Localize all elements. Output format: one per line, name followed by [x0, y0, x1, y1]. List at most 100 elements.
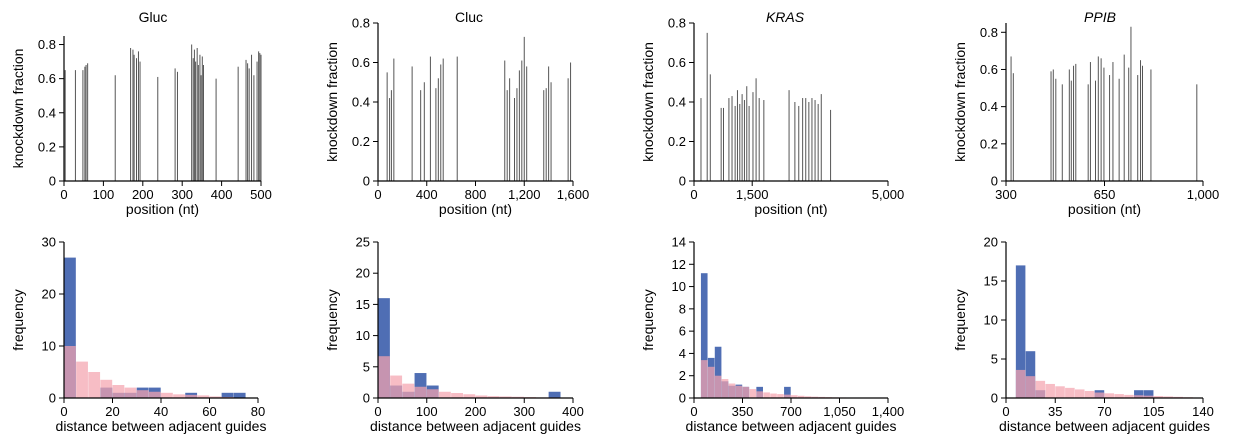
expected-bar [1055, 386, 1065, 398]
y-tick-label: 0.4 [38, 105, 56, 120]
x-tick-label: 100 [416, 404, 438, 419]
y-axis-label: knockdown fraction [10, 49, 26, 169]
y-tick-label: 10 [984, 313, 998, 328]
x-axis-label: position (nt) [1068, 201, 1141, 217]
expected-bar [1035, 380, 1046, 398]
y-tick-label: 0.4 [352, 95, 370, 110]
expected-bar [742, 386, 750, 398]
y-tick-label: 0.8 [38, 37, 56, 52]
y-tick-label: 15 [984, 274, 998, 289]
x-tick-label: 35 [1048, 404, 1062, 419]
x-tick-label: 140 [1192, 404, 1214, 419]
expected-bar [756, 391, 763, 398]
y-tick-label: 20 [984, 235, 998, 250]
chart-title: Cluc [455, 9, 483, 25]
expected-bar [475, 395, 488, 398]
expected-bar [512, 396, 524, 398]
y-tick-label: 0.2 [980, 136, 998, 151]
chart-title: KRAS [766, 9, 805, 25]
y-tick-label: 0.2 [38, 139, 56, 154]
observed-bar [714, 346, 722, 398]
x-tick-label: 70 [1097, 404, 1111, 419]
expected-bar [1084, 390, 1095, 398]
x-tick-label: 400 [416, 187, 438, 202]
observed-bar [221, 392, 234, 398]
y-tick-label: 0.8 [668, 16, 686, 31]
expected-bar [714, 375, 722, 398]
y-tick-label: 0 [49, 174, 56, 189]
expected-bar [1045, 383, 1055, 398]
observed-bar [1015, 265, 1026, 398]
y-tick-label: 0.2 [352, 134, 370, 149]
x-axis-label: position (nt) [126, 201, 199, 217]
x-tick-label: 400 [562, 404, 584, 419]
chart-panel-1: Gluc 0 0.2 0.4 0.6 0.8 0 100 200 300 400 500 positio… [10, 9, 272, 217]
expected-bar [402, 383, 415, 398]
expected-bar [378, 356, 390, 398]
y-tick-label: 0.4 [668, 95, 686, 110]
x-tick-label: 300 [171, 187, 193, 202]
x-tick-label: 350 [732, 404, 754, 419]
x-tick-label: 0 [60, 404, 67, 419]
chart-panel-3: KRAS 0 0.2 0.4 0.6 0.8 0 1,500 5,000 position (nt… [640, 9, 904, 217]
chart-panel-4: PPIB 0 0.2 0.4 0.6 0.8 300 650 1,000 position (nt… [952, 9, 1219, 217]
expected-bar [1153, 396, 1164, 398]
x-axis-label: position (nt) [439, 201, 512, 217]
x-tick-label: 650 [1094, 187, 1116, 202]
observed-bar [1025, 351, 1036, 398]
x-tick-label: 1,600 [557, 187, 590, 202]
expected-bar [1124, 394, 1134, 398]
expected-bar [804, 396, 812, 398]
y-tick-label: 0 [679, 391, 686, 406]
expected-bar [1134, 395, 1144, 398]
expected-bar [64, 346, 76, 398]
y-tick-label: 10 [672, 279, 686, 294]
expected-bar [173, 394, 185, 398]
expected-bar [700, 360, 708, 398]
x-tick-label: 800 [465, 187, 487, 202]
expected-bar [487, 396, 500, 398]
x-axis-label: distance between adjacent guides [370, 418, 581, 434]
expected-bar [1065, 387, 1075, 398]
expected-bar [811, 396, 819, 398]
expected-bar [136, 390, 149, 398]
expected-bar [707, 366, 715, 398]
y-tick-label: 6 [679, 324, 686, 339]
x-tick-label: 200 [465, 404, 487, 419]
x-axis-label: distance between adjacent guides [686, 418, 897, 434]
observed-bar [1134, 390, 1144, 398]
y-tick-label: 0 [991, 174, 998, 189]
y-tick-label: 0.6 [980, 62, 998, 77]
observed-bar [233, 392, 246, 398]
x-tick-label: 400 [211, 187, 233, 202]
expected-bar [797, 395, 805, 398]
observed-bar [784, 386, 791, 398]
x-tick-label: 700 [780, 404, 802, 419]
x-axis-label: distance between adjacent guides [56, 418, 267, 434]
y-tick-label: 15 [356, 297, 370, 312]
expected-bar [438, 391, 451, 398]
x-tick-label: 0 [374, 187, 381, 202]
observed-bar [700, 273, 708, 398]
y-tick-label: 10 [42, 339, 56, 354]
chart-title: PPIB [1084, 9, 1116, 25]
y-tick-label: 25 [356, 235, 370, 250]
expected-bar [1143, 395, 1154, 398]
expected-bar [777, 394, 784, 398]
expected-bar [88, 372, 101, 398]
chart-title: Gluc [139, 9, 168, 25]
y-tick-label: 0.8 [352, 16, 370, 31]
expected-bar [426, 389, 439, 398]
y-tick-label: 20 [356, 266, 370, 281]
expected-bar [791, 395, 798, 398]
y-tick-label: 4 [679, 346, 686, 361]
x-tick-label: 200 [132, 187, 154, 202]
observed-bar [414, 373, 427, 398]
expected-bar [721, 379, 729, 398]
expected-bar [1015, 369, 1026, 398]
x-tick-label: 60 [202, 404, 216, 419]
expected-bar [770, 393, 777, 398]
